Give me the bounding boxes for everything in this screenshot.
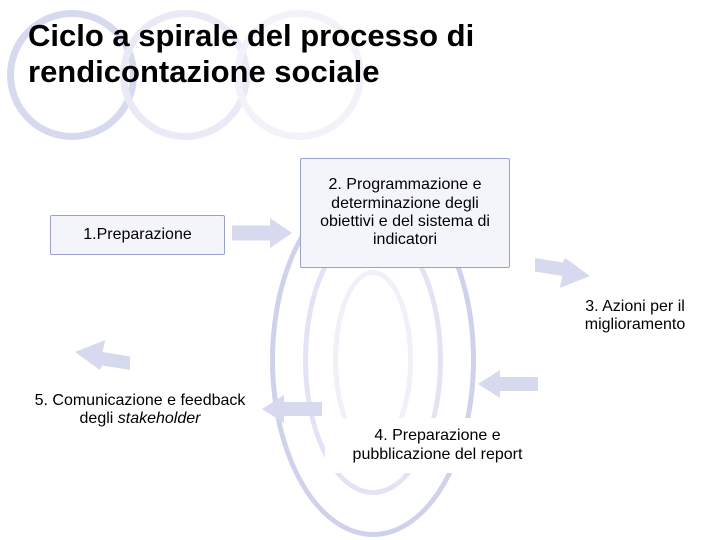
slide-title: Ciclo a spirale del processo di rendicon… xyxy=(28,18,668,89)
node-1-preparazione: 1.Preparazione xyxy=(50,215,225,255)
node-5-comunicazione: 5. Comunicazione e feedback degli stakeh… xyxy=(20,385,260,435)
arrow-1-2 xyxy=(232,218,292,248)
arrow-5-1 xyxy=(75,340,130,370)
node-4-report: 4. Preparazione e pubblicazione del repo… xyxy=(325,418,550,473)
node-label: 5. Comunicazione e feedback degli stakeh… xyxy=(29,392,251,429)
node-2-programmazione: 2. Programmazione e determinazione degli… xyxy=(300,158,510,268)
node-3-azioni: 3. Azioni per il miglioramento xyxy=(555,293,715,339)
node-label: 4. Preparazione e pubblicazione del repo… xyxy=(334,427,541,464)
node-label: 2. Programmazione e determinazione degli… xyxy=(309,176,501,250)
arrow-3-4 xyxy=(478,370,538,398)
node-label: 1.Preparazione xyxy=(83,226,192,244)
arrow-2-3 xyxy=(535,258,590,288)
slide-canvas: Ciclo a spirale del processo di rendicon… xyxy=(0,0,720,540)
node-label: 3. Azioni per il miglioramento xyxy=(564,298,706,335)
